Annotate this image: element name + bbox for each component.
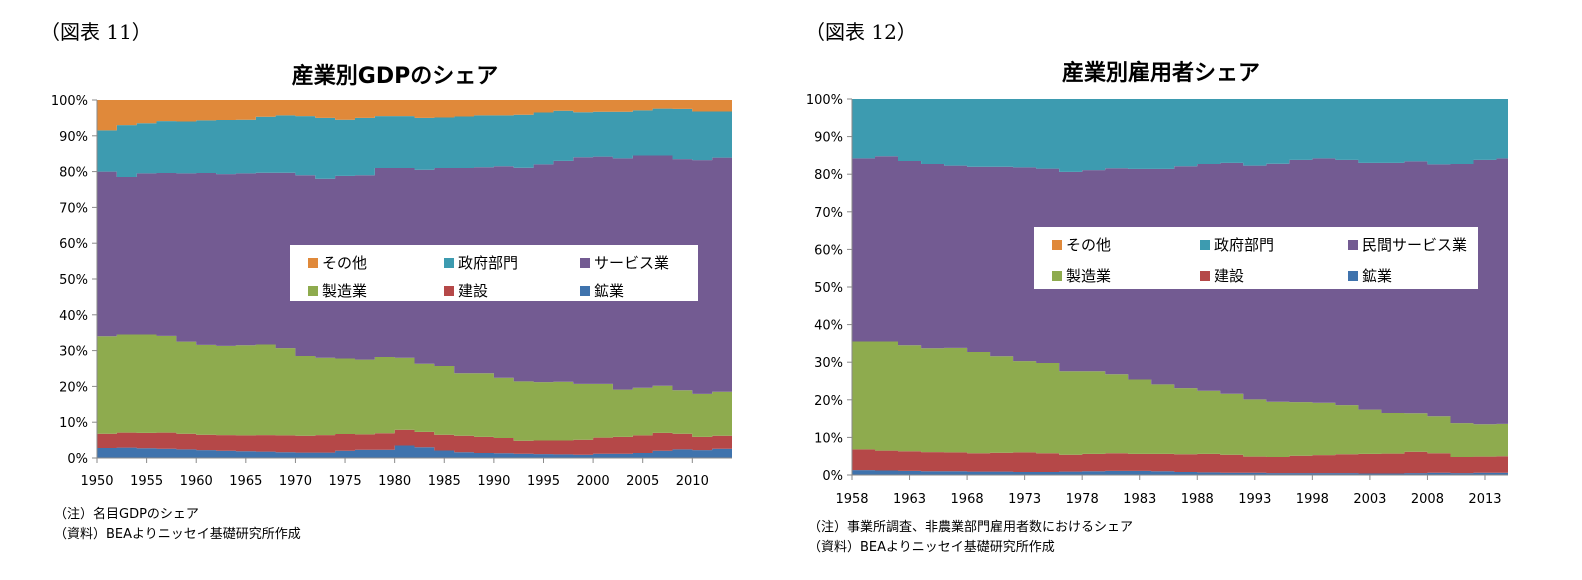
chart2-legend-swatch-services	[1348, 240, 1358, 250]
chart1-title: 産業別GDPのシェア	[292, 63, 498, 89]
chart1-legend-swatch-construction	[444, 286, 454, 296]
chart2-area-manufacturing	[852, 341, 1508, 457]
chart2-x-tick-label: 1958	[835, 492, 868, 507]
chart1-legend-label-other: その他	[322, 254, 367, 272]
chart2-x-tick-label: 2003	[1353, 492, 1386, 507]
chart1-legend-label-mining: 鉱業	[594, 282, 624, 300]
chart1-notes: （注）名目GDPのシェア （資料）BEAよりニッセイ基礎研究所作成	[54, 505, 301, 545]
chart2-legend-label-services: 民間サービス業	[1362, 236, 1467, 254]
chart1-area-mining	[97, 445, 732, 458]
chart1-y-tick-label: 60%	[59, 237, 88, 252]
chart2-notes: （注）事業所調査、非農業部門雇用者数におけるシェア （資料）BEAよりニッセイ基…	[808, 518, 1133, 558]
chart2-y-tick-label: 60%	[814, 243, 843, 258]
chart1-x-tick-label: 2005	[626, 474, 659, 489]
chart1-x-tick-label: 1980	[378, 474, 411, 489]
chart1-x-tick-label: 1950	[80, 474, 113, 489]
chart1-legend-swatch-other	[308, 258, 318, 268]
chart2-x-tick-label: 1968	[951, 492, 984, 507]
chart2-plot-area	[852, 99, 1508, 475]
chart2-area-government	[852, 99, 1508, 172]
chart2-title: 産業別雇用者シェア	[1062, 60, 1260, 86]
chart1-area-construction	[97, 429, 732, 455]
chart2-legend-swatch-construction	[1200, 271, 1210, 281]
chart2-area-services	[852, 156, 1508, 425]
chart2-legend-swatch-mining	[1348, 271, 1358, 281]
chart2-legend-label-government: 政府部門	[1214, 236, 1274, 254]
chart1-y-tick-label: 40%	[59, 309, 88, 324]
chart1-legend-box	[290, 245, 698, 301]
chart2-area-mining	[852, 470, 1508, 475]
chart2-x-tick-label: 1978	[1066, 492, 1099, 507]
chart1-legend-label-services: サービス業	[594, 254, 669, 272]
chart2-legend-box	[1034, 227, 1478, 289]
chart2-x-tick-label: 1973	[1008, 492, 1041, 507]
chart2-y-tick-label: 100%	[806, 93, 843, 108]
chart1-x-tick-label: 1975	[329, 474, 362, 489]
chart2-y-tick-label: 0%	[822, 469, 843, 484]
chart2-legend-swatch-manufacturing	[1052, 271, 1062, 281]
chart1-legend-swatch-government	[444, 258, 454, 268]
chart2-x-tick-label: 1963	[893, 492, 926, 507]
chart1-y-tick-label: 10%	[59, 416, 88, 431]
chart1-note-1: （注）名目GDPのシェア	[54, 507, 199, 522]
chart1-y-tick-label: 20%	[59, 380, 88, 395]
chart1-x-tick-label: 1990	[477, 474, 510, 489]
chart2-y-tick-label: 20%	[814, 394, 843, 409]
chart2-x-tick-label: 1983	[1123, 492, 1156, 507]
chart1-x-tick-label: 1995	[527, 474, 560, 489]
chart1-x-tick-label: 1960	[180, 474, 213, 489]
chart2-note-1: （注）事業所調査、非農業部門雇用者数におけるシェア	[808, 520, 1134, 535]
chart1-x-tick-label: 1965	[229, 474, 262, 489]
chart2-y-tick-label: 90%	[814, 131, 843, 146]
chart1-legend-swatch-manufacturing	[308, 286, 318, 296]
chart2-legend-swatch-government	[1200, 240, 1210, 250]
chart1-y-tick-label: 0%	[67, 452, 88, 467]
figure-label-11: （図表 11）	[40, 20, 152, 44]
chart1-y-tick-label: 100%	[51, 94, 88, 109]
chart2-y-tick-label: 80%	[814, 168, 843, 183]
chart2-legend-label-manufacturing: 製造業	[1066, 267, 1111, 285]
chart1-area-government	[97, 108, 732, 179]
chart1-x-tick-label: 1970	[279, 474, 312, 489]
chart1-x-tick-label: 1955	[130, 474, 163, 489]
chart2-y-tick-label: 50%	[814, 281, 843, 296]
chart2-note-2: （資料）BEAよりニッセイ基礎研究所作成	[808, 540, 1055, 555]
chart2-x-tick-label: 1988	[1181, 492, 1214, 507]
chart1-legend-label-government: 政府部門	[458, 254, 518, 272]
gdp-share-chart: 産業別GDPのシェア 0% 10% 20% 30% 40% 50% 60% 70% 80% 90% 1…	[51, 63, 732, 489]
chart2-y-tick-label: 30%	[814, 356, 843, 371]
chart1-x-tick-label: 2010	[676, 474, 709, 489]
chart1-x-tick-label: 2000	[577, 474, 610, 489]
chart1-area-manufacturing	[97, 334, 732, 441]
chart1-y-tick-label: 90%	[59, 130, 88, 145]
chart1-legend-swatch-mining	[580, 286, 590, 296]
chart2-x-tick-label: 2008	[1411, 492, 1444, 507]
chart2-legend-label-construction: 建設	[1214, 267, 1244, 285]
chart1-y-tick-label: 50%	[59, 273, 88, 288]
chart2-legend-label-other: その他	[1066, 236, 1111, 254]
chart2-x-tick-label: 1998	[1296, 492, 1329, 507]
chart1-legend-swatch-services	[580, 258, 590, 268]
chart1-y-tick-label: 30%	[59, 345, 88, 360]
chart2-y-tick-label: 40%	[814, 319, 843, 334]
chart2-y-tick-label: 10%	[814, 431, 843, 446]
chart2-x-tick-label: 1993	[1238, 492, 1271, 507]
chart2-y-tick-label: 70%	[814, 206, 843, 221]
chart1-y-tick-label: 80%	[59, 166, 88, 181]
chart2-area-construction	[852, 449, 1508, 474]
chart1-legend-label-construction: 建設	[458, 282, 488, 300]
chart1-legend-label-manufacturing: 製造業	[322, 282, 367, 300]
chart1-note-2: （資料）BEAよりニッセイ基礎研究所作成	[54, 527, 301, 542]
chart2-legend-swatch-other	[1052, 240, 1062, 250]
chart1-y-tick-label: 70%	[59, 201, 88, 216]
chart1-area-other	[97, 100, 732, 131]
chart1-x-tick-label: 1985	[428, 474, 461, 489]
employment-share-chart: 産業別雇用者シェア 0% 10% 20% 30% 40% 50% 60% 70% 80% 90% 10…	[806, 60, 1508, 507]
chart2-legend-label-mining: 鉱業	[1362, 267, 1392, 285]
figure-label-12: （図表 12）	[805, 20, 917, 44]
chart2-x-tick-label: 2013	[1468, 492, 1501, 507]
